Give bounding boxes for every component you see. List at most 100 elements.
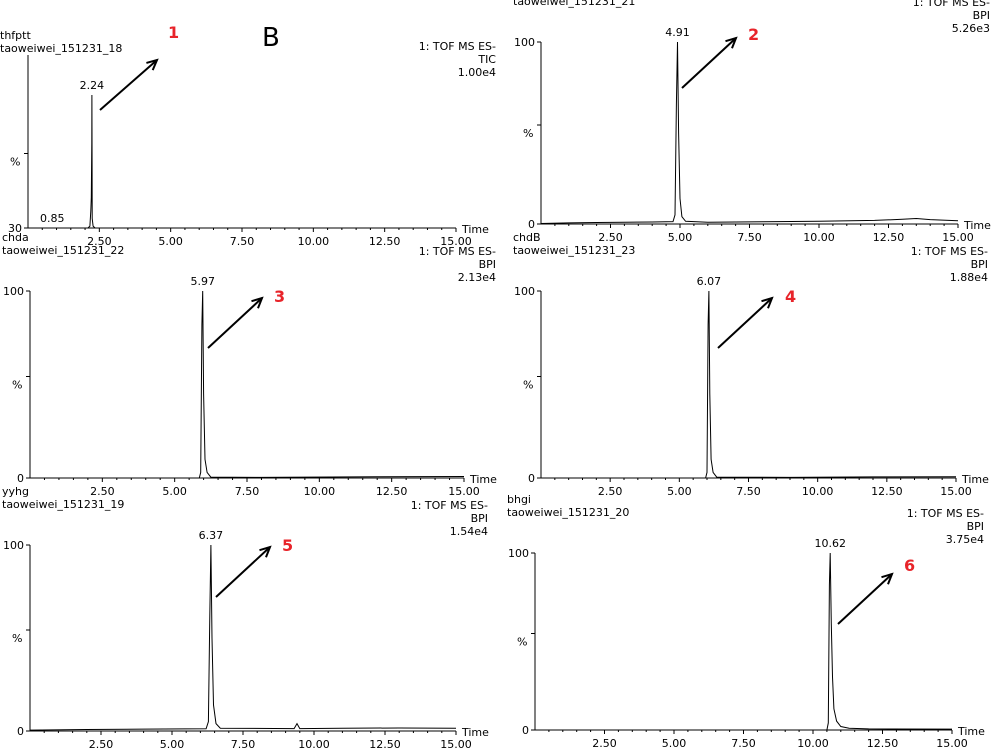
peak-label: 6.07 [697,275,722,288]
intensity-scale: 3.75e4 [946,533,984,546]
trace-type: BPI [973,9,990,22]
x-tick-label: 15.00 [940,485,972,498]
x-tick-label: 12.50 [871,485,903,498]
file-name: taoweiwei_151231_19 [2,498,124,511]
sample-name: bhgi [507,493,531,506]
y-tick-label: 0 [522,724,529,737]
y-tick-label: 0 [17,725,24,738]
y-axis-label: % [10,156,20,169]
intensity-scale: 1.54e4 [450,525,488,538]
x-tick-label: 5.00 [160,738,185,751]
x-axis-label: Time [961,473,989,486]
x-tick-label: 7.50 [235,485,260,498]
x-tick-label: 10.00 [298,738,330,751]
y-tick-label: 0 [528,472,535,485]
x-tick-label: 15.00 [936,737,968,750]
file-name: taoweiwei_151231_21 [513,0,635,8]
file-name: taoweiwei_151231_20 [507,506,629,519]
callout-arrow [717,297,773,349]
callout-arrowhead [725,36,738,49]
intensity-scale: 1.00e4 [458,66,496,79]
x-axis-label: Time [461,223,489,236]
acquisition-mode: 1: TOF MS ES- [419,245,496,258]
y-axis-label: % [523,127,533,140]
x-tick-label: 2.50 [90,485,115,498]
x-tick-label: 7.50 [731,737,756,750]
y-tick-label: 100 [3,285,24,298]
x-tick-label: 12.50 [369,235,401,248]
sample-name: thfptt [0,29,31,42]
x-tick-label: 2.50 [87,235,112,248]
acquisition-mode: 1: TOF MS ES- [907,507,984,520]
x-tick-label: 5.00 [158,235,183,248]
peak-label: 4.91 [665,26,690,39]
y-axis-label: % [523,379,533,392]
x-tick-label: 15.00 [440,738,472,751]
acquisition-mode: 1: TOF MS ES- [913,0,990,9]
sample-name: yyhg [2,485,29,498]
callout-arrow [207,297,263,349]
chromatogram-panel-2: xmgtaoweiwei_151231_211: TOF MS ES-BPI5.… [513,0,991,244]
x-tick-label: 5.00 [662,737,687,750]
callout-number: 5 [282,536,293,555]
x-tick-label: 2.50 [89,738,114,751]
x-tick-label: 12.50 [376,485,408,498]
peak-label: 10.62 [814,537,846,550]
chromatogram-trace [29,544,457,731]
callout-number: 1 [168,23,179,42]
x-tick-label: 7.50 [736,485,761,498]
x-tick-label: 10.00 [304,485,336,498]
intensity-scale: 2.13e4 [458,271,496,284]
x-axis-label: Time [461,726,489,739]
peak-label: 2.24 [80,79,105,92]
x-tick-label: 10.00 [797,737,829,750]
acquisition-mode: 1: TOF MS ES- [911,245,988,258]
x-axis-label: Time [963,219,991,232]
x-tick-label: 15.00 [942,231,974,244]
y-tick-label: 100 [3,539,24,552]
x-tick-label: 7.50 [737,231,762,244]
x-tick-label: 15.00 [440,235,472,248]
peak-label: 6.37 [199,529,224,542]
callout-arrow [215,546,271,598]
callout-arrow [681,37,737,89]
intensity-scale: 1.88e4 [950,271,988,284]
x-tick-label: 5.00 [668,231,693,244]
callout-arrow [837,573,893,625]
trace-type: BPI [479,258,496,271]
callout-number: 6 [904,556,915,575]
callout-arrow [99,59,158,111]
x-tick-label: 7.50 [231,738,256,751]
x-tick-label: 12.50 [369,738,401,751]
chromatogram-trace [30,290,465,479]
figure-label: B [262,23,280,53]
chromatogram-trace [541,290,957,479]
y-tick-label: 0 [17,472,24,485]
x-axis-label: Time [469,473,497,486]
trace-type: BPI [471,512,488,525]
y-axis-label: % [517,636,527,649]
sample-name: chda [2,231,29,244]
y-tick-label: 100 [514,285,535,298]
trace-type: TIC [477,53,496,66]
y-tick-label: 100 [508,547,529,560]
x-tick-label: 5.00 [162,485,187,498]
x-tick-label: 5.00 [667,485,692,498]
x-tick-label: 10.00 [802,485,834,498]
y-tick-label: 0 [528,218,535,231]
chromatogram-trace [535,552,953,731]
chromatogram-trace [28,94,456,229]
y-tick-label: 100 [514,36,535,49]
trace-type: BPI [967,520,984,533]
sample-name: chdB [513,231,541,244]
callout-number: 3 [274,287,285,306]
x-tick-label: 2.50 [592,737,617,750]
acquisition-mode: 1: TOF MS ES- [411,499,488,512]
x-tick-label: 10.00 [803,231,835,244]
file-name: taoweiwei_151231_22 [2,244,124,257]
peak-label: 5.97 [190,275,215,288]
